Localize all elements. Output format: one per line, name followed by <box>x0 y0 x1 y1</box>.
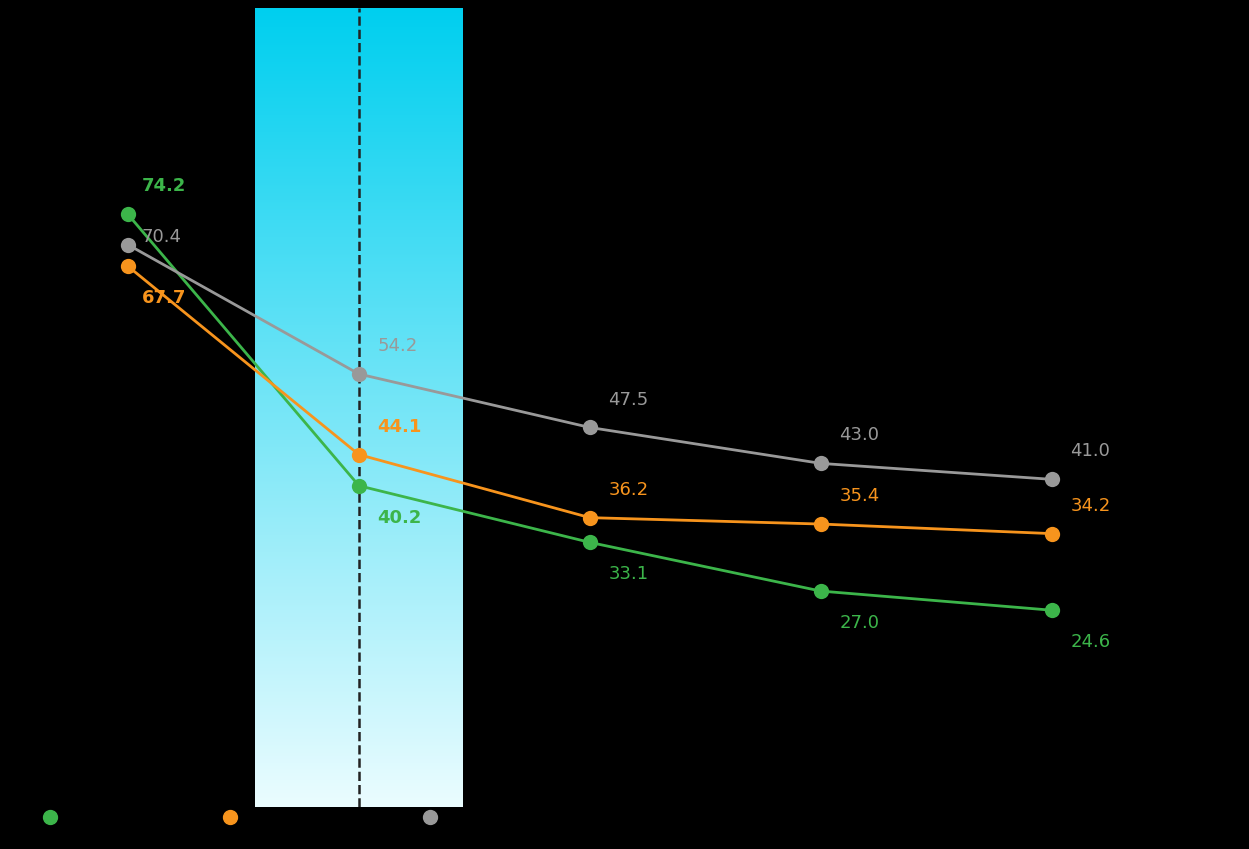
Text: 44.1: 44.1 <box>377 418 422 436</box>
Text: 43.0: 43.0 <box>839 426 879 445</box>
Text: 40.2: 40.2 <box>377 509 422 526</box>
Text: 67.7: 67.7 <box>142 290 186 307</box>
Text: 24.6: 24.6 <box>1070 633 1110 651</box>
Text: 33.1: 33.1 <box>608 565 648 583</box>
Text: 41.0: 41.0 <box>1070 442 1110 460</box>
Text: 27.0: 27.0 <box>839 614 879 632</box>
Text: 36.2: 36.2 <box>608 481 648 498</box>
Text: 34.2: 34.2 <box>1070 497 1110 514</box>
Text: 54.2: 54.2 <box>377 337 417 355</box>
Text: 74.2: 74.2 <box>142 177 186 195</box>
Text: 70.4: 70.4 <box>142 228 182 245</box>
Text: 35.4: 35.4 <box>839 487 879 505</box>
Text: 47.5: 47.5 <box>608 391 648 408</box>
